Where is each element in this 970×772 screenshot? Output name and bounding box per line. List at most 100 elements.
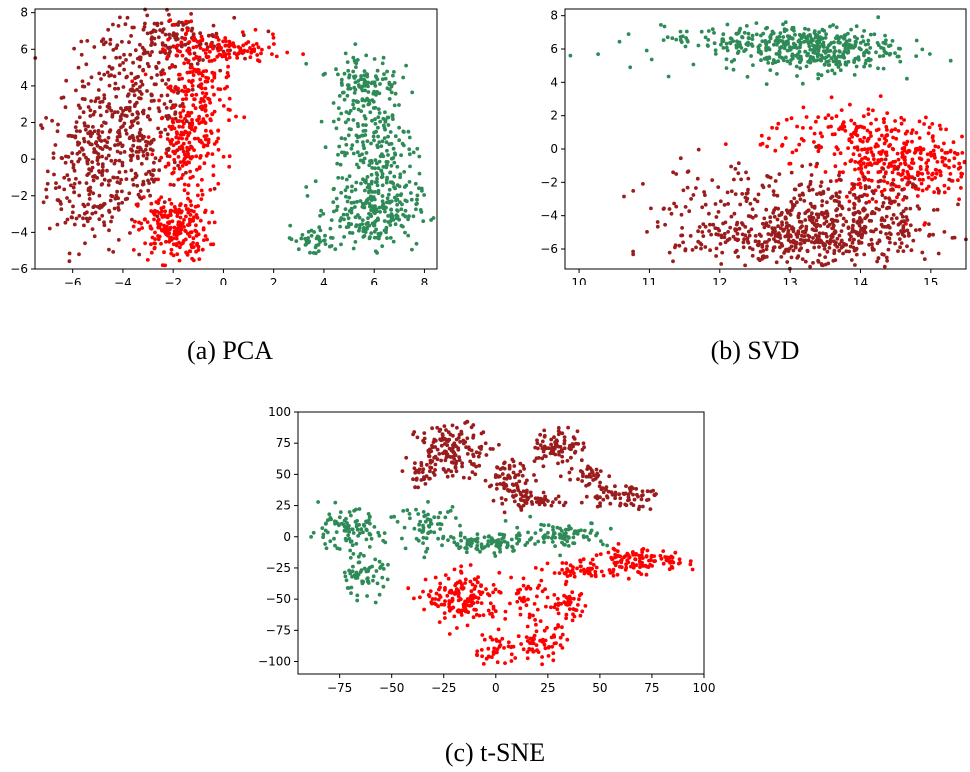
y-tick-label: 0 [20,152,28,166]
data-point [786,41,790,46]
data-point [756,50,761,54]
data-point [907,233,911,238]
data-point [857,230,862,235]
data-point [896,157,901,162]
data-point [920,188,925,193]
data-point [399,192,404,197]
data-point [792,239,797,244]
data-point [535,441,540,446]
data-point [324,546,329,551]
data-point [162,102,167,106]
data-point [102,120,106,125]
data-point [347,209,352,213]
data-point [139,79,144,84]
data-point [863,61,868,66]
data-point [519,508,524,512]
data-point [812,240,817,245]
data-point [494,486,499,491]
data-point [211,164,216,169]
data-point [83,127,88,132]
data-point [361,158,365,163]
data-point [188,249,193,254]
data-point [879,222,884,227]
data-point [62,175,67,180]
data-point [871,108,875,113]
data-point [552,571,557,575]
data-point [726,230,730,234]
data-point [365,528,369,533]
data-point [180,125,185,129]
data-point [551,450,556,454]
data-point [757,232,762,237]
data-point [377,559,382,564]
data-point [822,62,827,67]
data-point [925,164,930,169]
data-point [557,452,561,457]
data-point [613,553,618,558]
data-point [446,576,451,581]
data-point [812,221,817,226]
data-point [418,519,423,524]
data-point [176,140,181,145]
data-point [171,120,176,125]
data-point [863,42,868,47]
data-point [436,597,441,602]
data-point [385,148,389,153]
data-point [907,180,912,185]
data-point [381,55,386,60]
data-point [89,75,94,80]
data-point [771,248,775,253]
data-point [152,245,157,250]
data-point [759,58,763,63]
data-point [316,242,321,247]
data-point [446,510,450,514]
data-point [112,110,117,115]
data-point [463,601,467,605]
data-point [902,229,907,234]
data-point [910,157,915,162]
data-point [210,152,215,157]
data-point [368,196,372,200]
data-point [390,180,394,185]
data-point [560,561,565,565]
data-point [308,250,312,255]
data-point [443,458,448,463]
data-point [216,181,221,186]
data-point [468,579,473,584]
data-point [875,259,879,264]
data-point [367,201,372,206]
data-point [189,12,194,16]
data-point [343,188,348,193]
data-point [862,147,867,152]
data-point [806,208,811,213]
data-point [631,492,635,497]
data-point [175,226,180,231]
data-point [159,93,164,98]
data-point [524,635,529,639]
data-point [204,42,209,46]
data-point [361,530,365,535]
data-point [212,72,217,77]
data-point [397,138,402,143]
data-point [225,71,230,75]
data-point [463,606,468,611]
data-point [581,557,586,562]
data-point [479,601,484,605]
data-point [76,159,81,164]
data-point [220,54,225,59]
data-point [556,596,560,601]
data-point [957,197,961,202]
data-point [678,29,683,34]
data-point [562,435,567,439]
data-point [459,571,464,575]
data-point [790,202,795,207]
data-point [599,539,603,544]
data-point [202,161,207,166]
data-point [540,655,544,659]
data-point [773,148,778,153]
data-point [388,170,393,175]
data-point [153,230,157,235]
data-point [467,447,472,452]
data-point [156,60,161,65]
data-point [718,242,723,246]
